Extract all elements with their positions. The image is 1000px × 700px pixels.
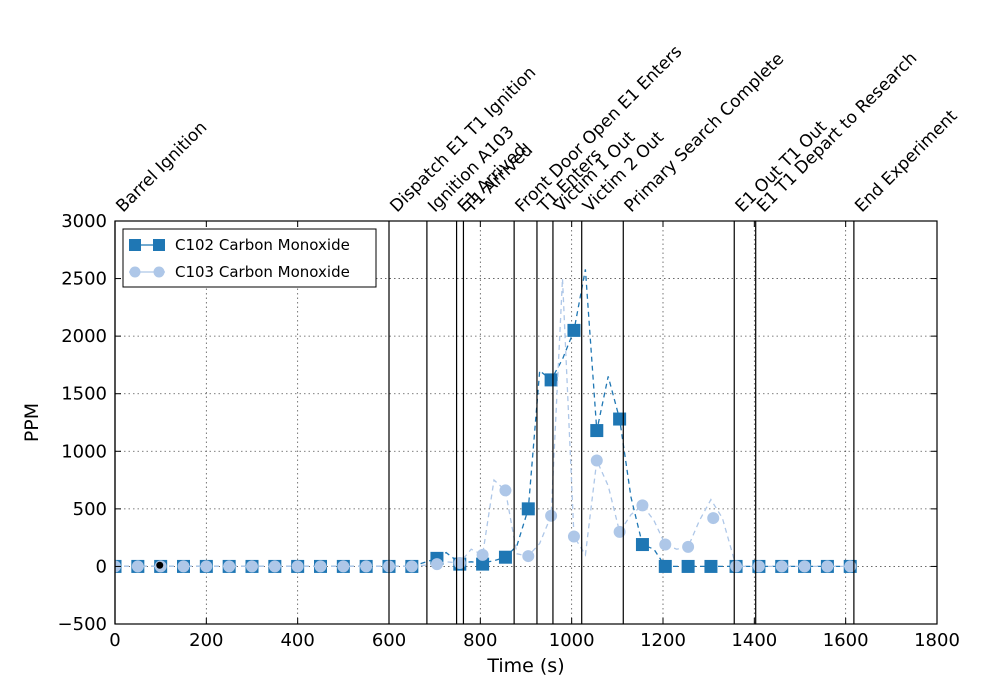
data-point-series-2 (223, 560, 236, 573)
legend-entries: C102 Carbon Monoxide C103 Carbon Monoxide (129, 236, 350, 281)
legend-label: C103 Carbon Monoxide (175, 263, 350, 281)
y-axis-title: PPM (21, 403, 43, 442)
data-point-series-2 (476, 548, 489, 561)
data-point-series-2 (752, 560, 765, 573)
data-point-series-2 (545, 509, 558, 522)
legend-marker (129, 266, 141, 278)
series-layer (115, 269, 857, 573)
event-lines (114, 221, 855, 624)
y-tick-label: 3000 (61, 211, 107, 232)
plot-frame (114, 220, 938, 625)
y-tick-label: 500 (73, 499, 107, 520)
data-point-series-2 (360, 560, 373, 573)
legend-marker (153, 239, 165, 251)
x-tick-label: 1000 (549, 630, 595, 651)
data-point-series-1 (544, 373, 558, 387)
y-tick-label: 1000 (61, 441, 107, 462)
data-point-series-2 (200, 560, 213, 573)
y-tick-label: 1500 (61, 384, 107, 405)
y-tick-label: 0 (96, 556, 107, 577)
data-point-series-2 (707, 512, 720, 525)
legend-marker (129, 239, 141, 251)
data-point-series-2 (798, 560, 811, 573)
x-tick-label: 1600 (823, 630, 869, 651)
data-point-series-2 (567, 530, 580, 543)
data-point-series-2 (730, 560, 743, 573)
annotation-dot (156, 561, 164, 569)
data-point-series-2 (844, 560, 857, 573)
data-point-series-2 (682, 540, 695, 553)
data-point-series-2 (246, 560, 258, 573)
data-point-series-2 (659, 538, 672, 551)
data-point-series-1 (658, 559, 672, 573)
legend-marker (153, 266, 165, 278)
legend: C102 Carbon Monoxide C103 Carbon Monoxide (122, 228, 377, 288)
data-point-series-2 (636, 499, 649, 512)
x-tick-label: 1800 (914, 630, 960, 651)
x-tick-label: 600 (372, 630, 406, 651)
x-tick-label: 1200 (640, 630, 686, 651)
x-tick-label: 800 (463, 630, 497, 651)
x-tick-label: 1400 (731, 630, 777, 651)
series-line-2 (115, 278, 855, 568)
event-label: E1 T1 Depart to Research (753, 48, 921, 216)
data-point-series-1 (498, 550, 512, 564)
data-point-series-2 (499, 484, 512, 497)
tick-layer: 0 200 400 600 800 1000 1200 1400 1600 1800−500050… (58, 211, 960, 651)
data-point-series-1 (590, 424, 604, 438)
series-line-1 (115, 269, 855, 568)
legend-label: C102 Carbon Monoxide (175, 236, 350, 254)
data-point-series-2 (430, 558, 443, 571)
y-tick-label: 2500 (61, 269, 107, 290)
event-labels: Barrel Ignition Dispatch E1 T1 IgnitionIg… (112, 42, 961, 217)
x-tick-label: 0 (109, 630, 120, 651)
data-point-series-2 (613, 525, 626, 538)
data-point-series-2 (590, 454, 603, 467)
data-point-series-2 (775, 560, 788, 573)
data-point-series-1 (635, 538, 649, 552)
series-group (115, 269, 857, 573)
x-tick-label: 400 (280, 630, 314, 651)
data-point-series-2 (291, 560, 304, 573)
y-tick-label: −500 (58, 614, 107, 635)
data-point-series-2 (821, 560, 834, 573)
data-point-series-1 (681, 559, 695, 573)
data-point-series-2 (405, 560, 418, 573)
data-point-series-1 (613, 412, 627, 426)
data-point-series-2 (522, 550, 535, 563)
legend-box (122, 228, 377, 288)
data-point-series-2 (131, 560, 144, 573)
x-axis-title: Time (s) (486, 655, 564, 677)
data-point-series-2 (337, 560, 350, 573)
event-label: Barrel Ignition (112, 118, 211, 217)
data-point-series-1 (521, 502, 535, 516)
data-point-series-2 (268, 560, 281, 573)
data-point-series-1 (567, 323, 581, 337)
data-point-series-1 (704, 559, 718, 573)
y-tick-label: 2000 (61, 326, 107, 347)
x-tick-label: 200 (189, 630, 223, 651)
event-label: End Experiment (851, 106, 961, 216)
data-point-series-2 (314, 560, 327, 573)
data-point-series-2 (177, 560, 190, 573)
